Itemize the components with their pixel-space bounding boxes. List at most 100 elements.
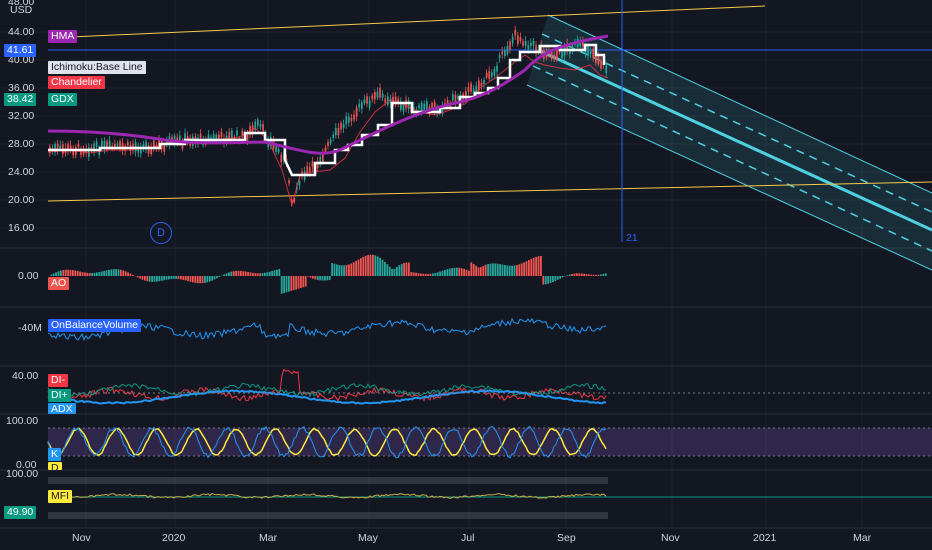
chandelier-label[interactable]: Chandelier xyxy=(48,76,105,89)
y-tick-24: 24.00 xyxy=(8,166,35,178)
ao-bar xyxy=(276,269,278,276)
ao-bar xyxy=(384,261,386,276)
x-tick-nov: Nov xyxy=(72,532,91,544)
trend-lines[interactable] xyxy=(47,5,932,202)
ao-bar xyxy=(264,272,266,276)
candle-body xyxy=(179,135,181,143)
x-tick-2021: 2021 xyxy=(753,532,777,544)
candle-body xyxy=(116,143,119,147)
ao-bar xyxy=(552,276,554,283)
candle-body xyxy=(441,106,444,114)
ao-bar xyxy=(232,271,235,276)
candle-body xyxy=(355,107,358,117)
candle-body xyxy=(337,127,340,136)
stoch-d-label[interactable]: D xyxy=(48,462,62,470)
candle-body xyxy=(233,136,236,140)
candle-body xyxy=(509,41,511,50)
ao-bar xyxy=(158,276,161,282)
candle-body xyxy=(301,171,303,176)
candle-body xyxy=(186,136,189,142)
candle-body xyxy=(532,40,535,46)
candle-body xyxy=(465,91,467,101)
ao-bar xyxy=(410,272,413,276)
candle-body xyxy=(231,130,233,141)
candle-body xyxy=(467,87,470,92)
ao-label[interactable]: AO xyxy=(48,277,70,290)
ao-bar xyxy=(448,268,451,276)
ichimoku-label[interactable]: Ichimoku:Base Line xyxy=(48,61,146,74)
candle-body xyxy=(475,85,478,96)
ao-bar xyxy=(328,276,331,281)
regression-channel[interactable] xyxy=(526,14,932,271)
x-tick-sep: Sep xyxy=(557,532,576,544)
ao-bar xyxy=(542,276,545,285)
mfi-label[interactable]: MFI xyxy=(48,490,73,503)
ao-bar xyxy=(444,269,446,276)
candle-body xyxy=(418,104,420,109)
ao-bar xyxy=(208,276,211,282)
candle-body xyxy=(384,98,387,103)
ao-bar xyxy=(223,274,225,276)
ao-bar xyxy=(398,265,401,276)
ao-bar xyxy=(108,269,110,276)
candle-body xyxy=(67,143,69,151)
ao-bar xyxy=(386,264,389,276)
hma-label[interactable]: HMA xyxy=(48,30,78,43)
ao-bar xyxy=(338,265,341,276)
obv-line xyxy=(47,317,607,341)
candle-body xyxy=(483,79,485,85)
candle-body xyxy=(496,65,498,72)
ao-bar xyxy=(372,254,374,276)
stoch-k-label[interactable]: K xyxy=(48,448,62,461)
ao-bar xyxy=(57,271,60,276)
ao-bar xyxy=(309,276,312,278)
candle-body xyxy=(350,117,353,121)
ao-bar xyxy=(451,268,453,276)
candle-body xyxy=(394,96,397,104)
ao-bar xyxy=(300,276,302,288)
candle-body xyxy=(436,107,439,113)
y-tick-40: 40.00 xyxy=(8,54,35,66)
di-plus-label[interactable]: DI+ xyxy=(48,389,71,402)
ao-bar xyxy=(326,276,329,281)
ao-bar xyxy=(429,273,432,276)
ao-bar xyxy=(537,256,540,276)
ao-bar xyxy=(247,271,249,276)
obv-label[interactable]: OnBalanceVolume xyxy=(48,319,141,332)
ao-bar xyxy=(583,273,585,276)
ao-bar xyxy=(576,273,578,276)
ao-bar xyxy=(153,276,156,282)
ao-bar xyxy=(88,272,91,276)
ao-bar xyxy=(304,276,307,287)
ao-bar xyxy=(122,270,125,276)
symbol-label[interactable]: GDX xyxy=(48,93,77,106)
candle-body xyxy=(137,146,140,153)
ao-bar xyxy=(216,276,218,279)
ao-bar xyxy=(489,263,492,276)
ao-bar xyxy=(213,276,216,280)
candle-body xyxy=(519,37,522,41)
ao-bar xyxy=(405,262,408,276)
ao-bar xyxy=(112,269,115,276)
ao-bar xyxy=(518,264,521,276)
candle-body xyxy=(88,147,90,157)
ao-bar xyxy=(297,276,300,289)
candle-body xyxy=(311,161,314,167)
ao-bar xyxy=(266,272,269,276)
candle-body xyxy=(72,148,75,156)
ao-bar xyxy=(600,274,602,276)
di-plus-line xyxy=(47,382,606,398)
adx-label[interactable]: ADX xyxy=(48,403,76,414)
ao-bar xyxy=(412,272,415,276)
x-tick-may: May xyxy=(358,532,378,544)
ao-bar xyxy=(436,272,439,276)
candle-body xyxy=(561,51,563,59)
ao-bar xyxy=(472,264,475,276)
ao-bar xyxy=(499,264,501,276)
candle-body xyxy=(374,92,376,100)
interval-badge[interactable]: D xyxy=(150,222,172,244)
di-minus-label[interactable]: DI- xyxy=(48,374,68,387)
candle-body xyxy=(582,40,584,47)
candle-body xyxy=(270,136,272,147)
